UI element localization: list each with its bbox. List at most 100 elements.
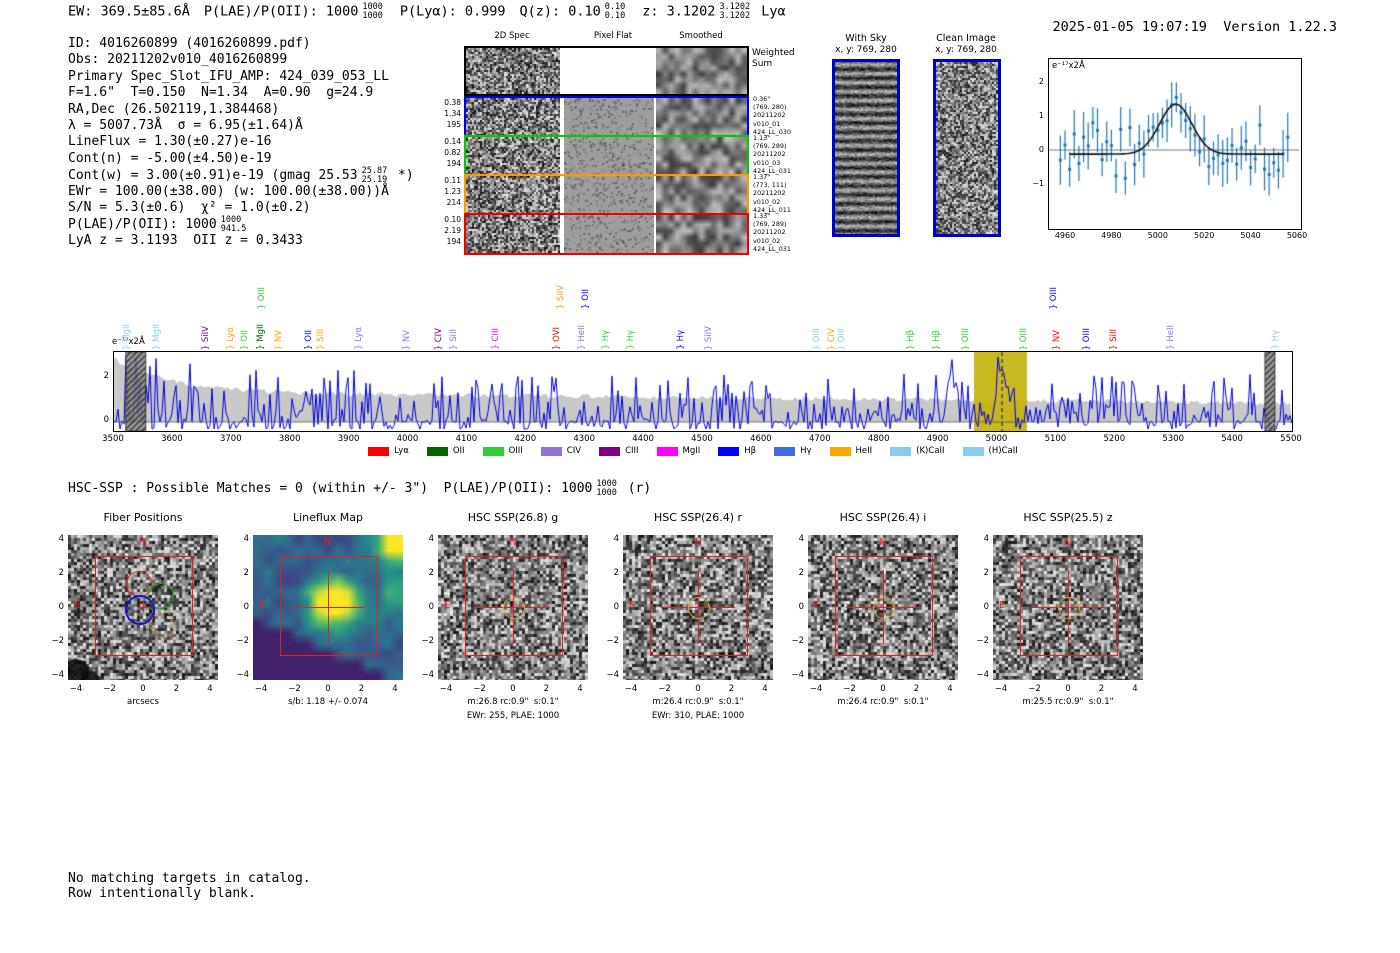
legend-swatch <box>656 446 678 456</box>
emission-line-marker: } OVI <box>551 327 562 350</box>
emission-line-marker: } NV <box>402 329 413 350</box>
with-sky-stamp <box>832 59 900 237</box>
spec2d-col-header: 2D Spec <box>494 31 530 41</box>
spec2d-image <box>466 176 560 213</box>
spec2d-row-left-stats: 0.11 1.23 214 <box>444 176 461 207</box>
inset-x-tick: 5020 <box>1194 231 1215 240</box>
east-label: E <box>444 600 451 611</box>
emission-line-marker: } SiII <box>449 329 460 350</box>
aperture-circle <box>1058 597 1080 619</box>
cutout-x-tick: −4 <box>624 684 638 694</box>
spec2d-row <box>464 213 749 255</box>
inset-unit-label: e⁻¹⁷x2Å <box>1052 61 1085 71</box>
cutout-fov-box <box>650 556 748 656</box>
spec2d-row <box>464 135 749 176</box>
east-label: E <box>814 600 821 611</box>
aperture-circle <box>688 597 710 619</box>
cutout-y-tick: −2 <box>606 635 619 646</box>
info-line: Cont(n) = -5.00(±4.50)e-19 <box>68 150 272 166</box>
emission-line-marker: } CIV <box>433 327 444 350</box>
legend-label: CIII <box>625 446 639 456</box>
info-line: LyA z = 3.1193 OII z = 0.3433 <box>68 232 303 248</box>
smoothed-image <box>656 48 747 94</box>
spectrum-x-tick: 5200 <box>1103 434 1126 444</box>
spacer <box>1207 19 1223 35</box>
cutout-x-tick: 4 <box>762 684 768 694</box>
info-line: EWr = 100.00(±38.00) (w: 100.00(±38.00))… <box>68 183 389 199</box>
info-line: Cont(w) = 3.00(±0.91)e-19 (gmag 25.53 25.… <box>68 166 414 185</box>
cutout-x-tick: −4 <box>254 684 268 694</box>
spectrum-x-tick: 5500 <box>1280 434 1302 444</box>
full-spectrum-canvas <box>114 352 1292 431</box>
detection-info-block: ID: 4016260899 (4016260899.pdf) Obs: 2021… <box>68 36 414 249</box>
legend-item: MgII <box>656 446 700 456</box>
north-label: N <box>694 537 702 548</box>
with-sky-coords: x, y: 769, 280 <box>835 45 897 55</box>
emission-line-marker: } SiII <box>316 329 327 350</box>
spec2d-image <box>466 98 560 135</box>
emission-line-marker: } CIV <box>826 327 837 350</box>
pixel-flat-image <box>564 215 654 253</box>
emission-line-marker: } HeII <box>577 325 588 350</box>
cutout-y-tick: −2 <box>421 635 434 646</box>
cutout-x-tick: −4 <box>439 684 453 694</box>
info-line: F=1.6" T=0.150 N=1.34 A=0.90 g=24.9 <box>68 85 374 101</box>
spec2d-image <box>466 137 560 174</box>
info-line: S/N = 5.3(±0.6) χ² = 1.0(±0.2) <box>68 199 311 215</box>
emission-line-marker: } Hβ <box>931 330 942 350</box>
legend-item: (H)CaII <box>962 446 1018 456</box>
cutout-y-tick: −4 <box>976 669 989 680</box>
spec2d-row-right-labels: 1.33" (769, 289) 20211202 v010_02 424_LL… <box>753 212 791 253</box>
spectrum-legend: Lyα OII OIII CIV CIII MgII Hβ Hγ HeII (K)CaII (H)C… <box>113 446 1291 456</box>
spectrum-y-tick: 2 <box>103 371 109 381</box>
aperture-circle <box>503 597 525 619</box>
info-line: λ = 5007.73Å σ = 6.95(±1.64)Å <box>68 117 303 133</box>
clean-image-stamp <box>933 59 1001 237</box>
stacked-fraction: 1000 1000 <box>362 2 383 21</box>
cutout-y-tick: 4 <box>243 534 249 545</box>
cutout-xlabel: m:26.4 rc:0.9" s:0.1" <box>652 697 744 707</box>
cutout-xlabel: arcsecs <box>127 697 159 707</box>
spectrum-x-tick: 5300 <box>1162 434 1185 444</box>
fiber-circle <box>125 595 155 625</box>
emission-line-marker: } Lyα <box>225 327 236 350</box>
cutout-x-tick: −4 <box>69 684 83 694</box>
cutout-y-tick: 0 <box>243 602 249 612</box>
legend-item: (K)CaII <box>890 446 945 456</box>
cutout-fov-box <box>835 556 933 656</box>
inset-x-tick: 5060 <box>1286 231 1308 240</box>
cutout-x-tick: 0 <box>325 684 331 694</box>
spectrum-x-tick: 4200 <box>514 434 537 444</box>
east-label: E <box>259 600 266 611</box>
cutout-y-tick: −4 <box>606 669 619 680</box>
cutout-x-tick: −4 <box>994 684 1008 694</box>
report-timestamp: 2025-01-05 19:07:19 <box>1052 19 1207 35</box>
emission-line-marker: } NV <box>1051 329 1062 350</box>
north-label: N <box>139 537 147 548</box>
smoothed-image <box>656 98 747 135</box>
center-cross-v <box>143 602 145 612</box>
emission-line-marker: } OII <box>581 289 592 309</box>
cutout-fov-box <box>280 556 378 656</box>
legend-swatch <box>774 446 796 456</box>
spec2d-row-left-stats: 0.10 2.19 194 <box>444 215 461 246</box>
spectrum-x-tick: 3700 <box>219 434 242 444</box>
legend-label: Hγ <box>800 446 812 456</box>
spec2d-row <box>464 96 749 137</box>
inset-x-tick: 5000 <box>1147 231 1168 240</box>
cutout-x-tick: 0 <box>1065 684 1071 694</box>
cutout-y-tick: 2 <box>613 568 619 579</box>
cutout-xlabel: m:26.8 rc:0.9" s:0.1" <box>467 697 559 707</box>
weighted-sum-label: Weighted Sum <box>752 48 795 69</box>
emission-line-marker: } CIII <box>491 328 502 350</box>
emission-line-marker: } HeII <box>1166 325 1177 350</box>
legend-item: OIII <box>482 446 523 456</box>
emission-line-marker: } OIII <box>1048 286 1059 309</box>
east-label: E <box>629 600 636 611</box>
cutout-y-tick: −4 <box>51 669 64 680</box>
spec2d-col-header: Smoothed <box>679 31 723 41</box>
spec2d-image <box>466 215 560 253</box>
info-line: LineFlux = 1.30(±0.27)e-16 <box>68 134 272 150</box>
with-sky-title: With Sky <box>845 33 887 44</box>
east-label: E <box>74 600 81 611</box>
